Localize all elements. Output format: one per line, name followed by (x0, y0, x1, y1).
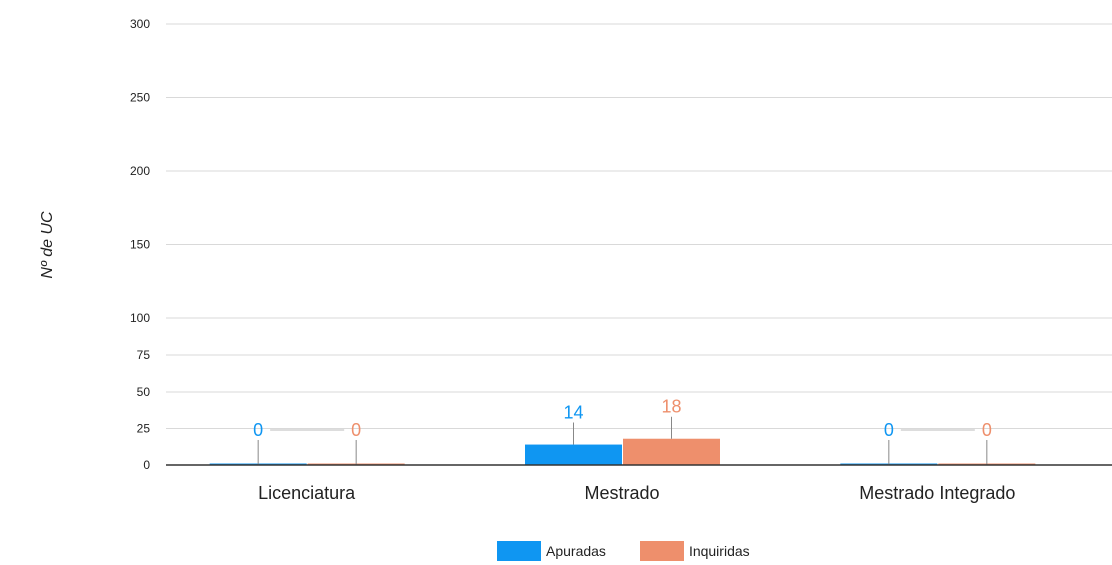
y-tick-label: 0 (143, 458, 150, 472)
data-label: 18 (661, 397, 681, 417)
bar-inquiridas-1 (623, 438, 720, 465)
y-tick-label: 300 (130, 17, 150, 31)
y-tick-label: 25 (137, 422, 151, 436)
y-tick-label: 50 (137, 385, 151, 399)
legend-swatch-apuradas (497, 541, 541, 561)
y-axis-label-text: Nº de UC (39, 211, 56, 279)
y-tick-label: 75 (137, 348, 151, 362)
legend-item-apuradas[interactable]: Apuradas (497, 541, 606, 561)
legend-item-inquiridas[interactable]: Inquiridas (639, 541, 750, 561)
x-tick-label: Licenciatura (258, 483, 356, 503)
bar-apuradas-1 (525, 444, 622, 465)
legend-swatch-inquiridas (639, 541, 684, 561)
legend-label-inquiridas: Inquiridas (688, 543, 750, 559)
data-label: 14 (563, 403, 583, 423)
y-tick-label: 250 (130, 91, 150, 105)
data-label: 0 (982, 420, 992, 440)
y-tick-label: 150 (130, 238, 150, 252)
y-tick-label: 200 (130, 164, 150, 178)
data-label: 0 (351, 420, 361, 440)
data-label: 0 (884, 420, 894, 440)
x-tick-label: Mestrado Integrado (859, 483, 1015, 503)
legend: Apuradas Inquiridas (497, 541, 784, 561)
x-tick-label: Mestrado (584, 483, 659, 503)
data-label: 0 (253, 420, 263, 440)
legend-label-apuradas: Apuradas (546, 543, 606, 559)
y-tick-label: 100 (130, 311, 150, 325)
